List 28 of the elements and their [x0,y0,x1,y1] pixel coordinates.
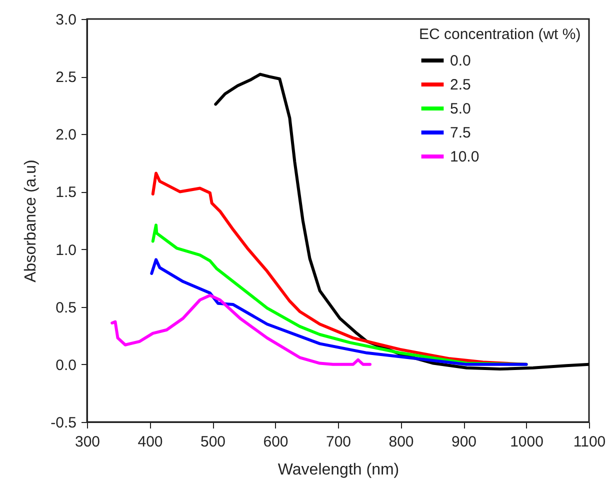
y-tick-label: 2.5 [56,69,76,86]
x-tick-label: 800 [388,434,414,450]
y-axis-title: Absorbance (a.u) [22,160,40,282]
line-series [110,294,372,366]
x-tick-label: 500 [200,434,226,450]
y-tick-label: 2.0 [56,126,76,144]
y-tick-label: -0.5 [50,414,76,432]
legend-label: 2.5 [450,76,471,94]
line-series [214,72,589,371]
x-tick-label: 600 [263,434,288,450]
x-tick-label: 1100 [573,434,606,450]
y-tick-label: 0.0 [56,356,76,374]
y-tick-label: 1.0 [56,242,76,259]
line-series [150,258,528,366]
y-tick-label: 3.0 [56,12,76,28]
x-tick-label: 1000 [510,434,544,450]
x-tick-label: 700 [326,434,352,450]
legend-label: 10.0 [450,148,480,166]
x-tick-label: 300 [74,434,100,450]
y-tick-label: 0.5 [56,299,76,316]
legend-label: 7.5 [450,124,471,142]
legend-title: EC concentration (wt %) [419,26,581,43]
x-axis-title: Wavelength (nm) [278,462,400,478]
x-tick-label: 400 [138,434,163,450]
y-tick-label: 1.5 [56,184,76,202]
x-tick-label: 900 [451,434,477,450]
legend-label: 0.0 [450,52,471,70]
legend-label: 5.0 [450,100,471,118]
